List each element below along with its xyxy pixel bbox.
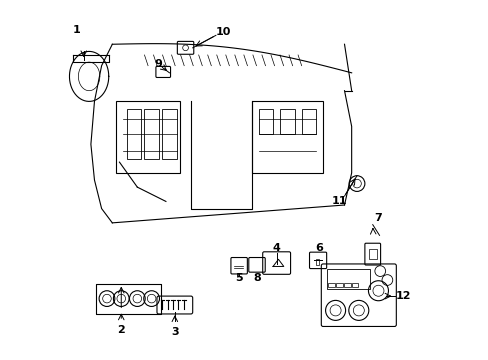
Text: 11: 11 <box>331 197 346 206</box>
Text: 8: 8 <box>253 273 260 283</box>
Text: 1: 1 <box>73 25 81 35</box>
Bar <box>315 259 319 265</box>
Text: 6: 6 <box>315 243 323 253</box>
Text: 3: 3 <box>171 327 178 337</box>
Bar <box>326 269 369 289</box>
Text: 10: 10 <box>215 27 230 37</box>
Text: 9: 9 <box>155 59 163 69</box>
Bar <box>336 283 342 287</box>
Bar <box>351 283 358 287</box>
Text: 5: 5 <box>235 273 243 283</box>
Text: 4: 4 <box>272 243 280 253</box>
Text: 7: 7 <box>374 212 382 222</box>
Text: 2: 2 <box>117 325 125 335</box>
Text: 12: 12 <box>395 291 410 301</box>
Bar <box>368 249 376 259</box>
Bar <box>328 283 334 287</box>
Bar <box>344 283 350 287</box>
